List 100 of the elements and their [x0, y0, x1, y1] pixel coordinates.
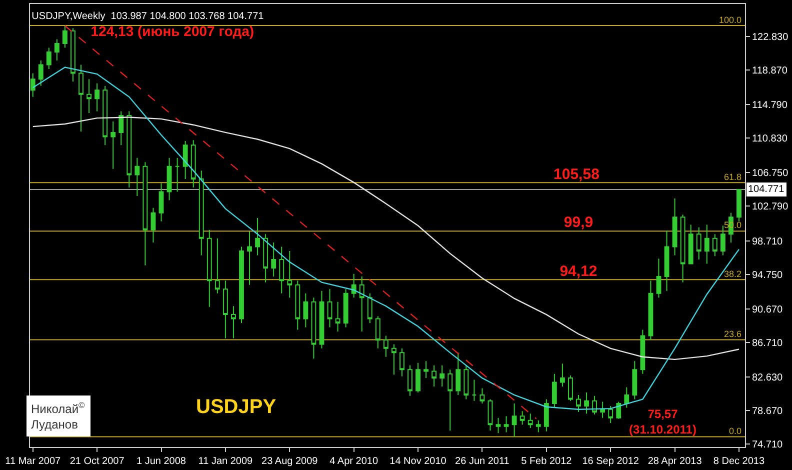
- x-tick-label: 16 Sep 2012: [582, 456, 640, 467]
- candlestick: [367, 292, 372, 324]
- y-tick-label: 82.630: [752, 372, 784, 384]
- candlestick: [584, 392, 589, 414]
- x-tick-label: 1 Jun 2008: [136, 456, 186, 467]
- candlestick: [432, 364, 437, 388]
- y-tick-label: 86.710: [752, 338, 784, 349]
- candlestick: [142, 162, 148, 266]
- candlestick: [680, 214, 686, 283]
- candlestick: [560, 363, 565, 388]
- candlestick: [688, 224, 694, 264]
- candlestick: [38, 60, 44, 86]
- candlestick: [656, 258, 662, 298]
- candlestick: [448, 369, 453, 432]
- candlestick: [46, 47, 52, 70]
- candlestick: [174, 157, 180, 192]
- candlestick: [206, 229, 212, 308]
- candlestick: [464, 364, 469, 400]
- x-tick-label: 11 Jan 2009: [198, 456, 254, 467]
- x-tick-label: 8 Dec 2013: [713, 456, 765, 467]
- candlestick: [383, 335, 388, 358]
- candlestick: [134, 157, 140, 196]
- candlestick: [303, 292, 308, 328]
- candlestick: [640, 329, 646, 374]
- candlestick: [391, 344, 396, 376]
- y-tick-label: 122.830: [752, 32, 789, 44]
- candlestick: [263, 234, 268, 283]
- candlestick: [616, 401, 622, 420]
- y-tick-label: 102.790: [752, 202, 789, 213]
- candlestick: [720, 225, 726, 256]
- candlestick: [70, 28, 76, 82]
- candlestick: [440, 364, 445, 388]
- candlestick: [416, 362, 420, 393]
- annotation: 105,58: [554, 166, 600, 183]
- candlestick: [424, 360, 429, 379]
- y-tick-label: 98.710: [752, 236, 784, 248]
- candlestick: [528, 413, 533, 429]
- candlestick: [190, 140, 196, 188]
- candlestick: [504, 416, 509, 433]
- x-tick-label: 14 Nov 2010: [390, 456, 447, 467]
- y-tick-label: 74.710: [752, 440, 784, 451]
- candlestick: [712, 234, 718, 257]
- candlestick: [54, 38, 60, 61]
- ref-line-label: 104.771: [748, 184, 785, 195]
- candlestick: [295, 280, 300, 330]
- candlestick: [287, 250, 292, 298]
- candlestick: [255, 218, 260, 256]
- candlestick: [239, 246, 244, 324]
- candlestick: [704, 224, 710, 264]
- candlestick: [182, 140, 188, 180]
- x-tick-label: 4 Apr 2010: [330, 456, 378, 467]
- candlestick: [736, 188, 742, 222]
- candlestick: [327, 288, 332, 328]
- annotation: 124,13 (июнь 2007 года): [90, 23, 254, 40]
- y-tick-label: 90.670: [752, 304, 784, 316]
- candlestick: [247, 231, 252, 286]
- y-tick-label: 106.750: [752, 168, 789, 180]
- candlestick: [632, 360, 638, 400]
- text: USDJPY,Weekly 103.987 104.800 103.768 104.771: [32, 11, 264, 22]
- annotation: 0.0: [729, 426, 742, 436]
- candlestick: [608, 406, 614, 424]
- candlestick: [126, 110, 132, 188]
- candlestick: [110, 120, 116, 170]
- x-tick-label: 23 Aug 2009: [262, 456, 318, 467]
- candlestick: [319, 290, 324, 349]
- candlestick: [335, 301, 340, 332]
- y-tick-label: 118.870: [752, 66, 788, 77]
- candlestick: [568, 375, 573, 402]
- candlestick: [311, 297, 316, 360]
- candlestick: [664, 230, 670, 292]
- candlestick: [158, 182, 164, 222]
- candlestick: [198, 170, 204, 256]
- annotation: 38.2: [724, 269, 742, 279]
- x-tick-label: 28 Apr 2013: [648, 456, 702, 467]
- candlestick: [279, 246, 284, 294]
- annotation: USDJPY: [196, 396, 277, 418]
- x-tick-label: 21 Oct 2007: [70, 456, 125, 467]
- candlestick: [375, 316, 380, 349]
- candlestick: [94, 82, 100, 112]
- candlestick: [536, 420, 541, 433]
- candlestick: [86, 78, 92, 114]
- annotation: 61.8: [724, 172, 742, 182]
- candlestick: [351, 273, 356, 298]
- candlestick: [520, 410, 525, 426]
- candlestick: [696, 226, 702, 260]
- candlestick: [648, 280, 654, 340]
- candlestick: [496, 417, 501, 434]
- candlestick: [672, 198, 678, 256]
- y-tick-label: 78.670: [752, 406, 784, 417]
- candlestick: [118, 110, 124, 146]
- y-tick-label: 114.790: [752, 100, 788, 112]
- candlestick: [480, 388, 485, 404]
- annotation: 94,12: [560, 262, 598, 280]
- candlestick: [271, 242, 276, 277]
- candlestick: [576, 394, 581, 412]
- candlestick: [359, 276, 364, 332]
- candlestick: [552, 373, 557, 408]
- x-tick-label: 5 Feb 2012: [521, 456, 572, 467]
- candlestick: [231, 306, 236, 339]
- candlestick: [214, 238, 220, 294]
